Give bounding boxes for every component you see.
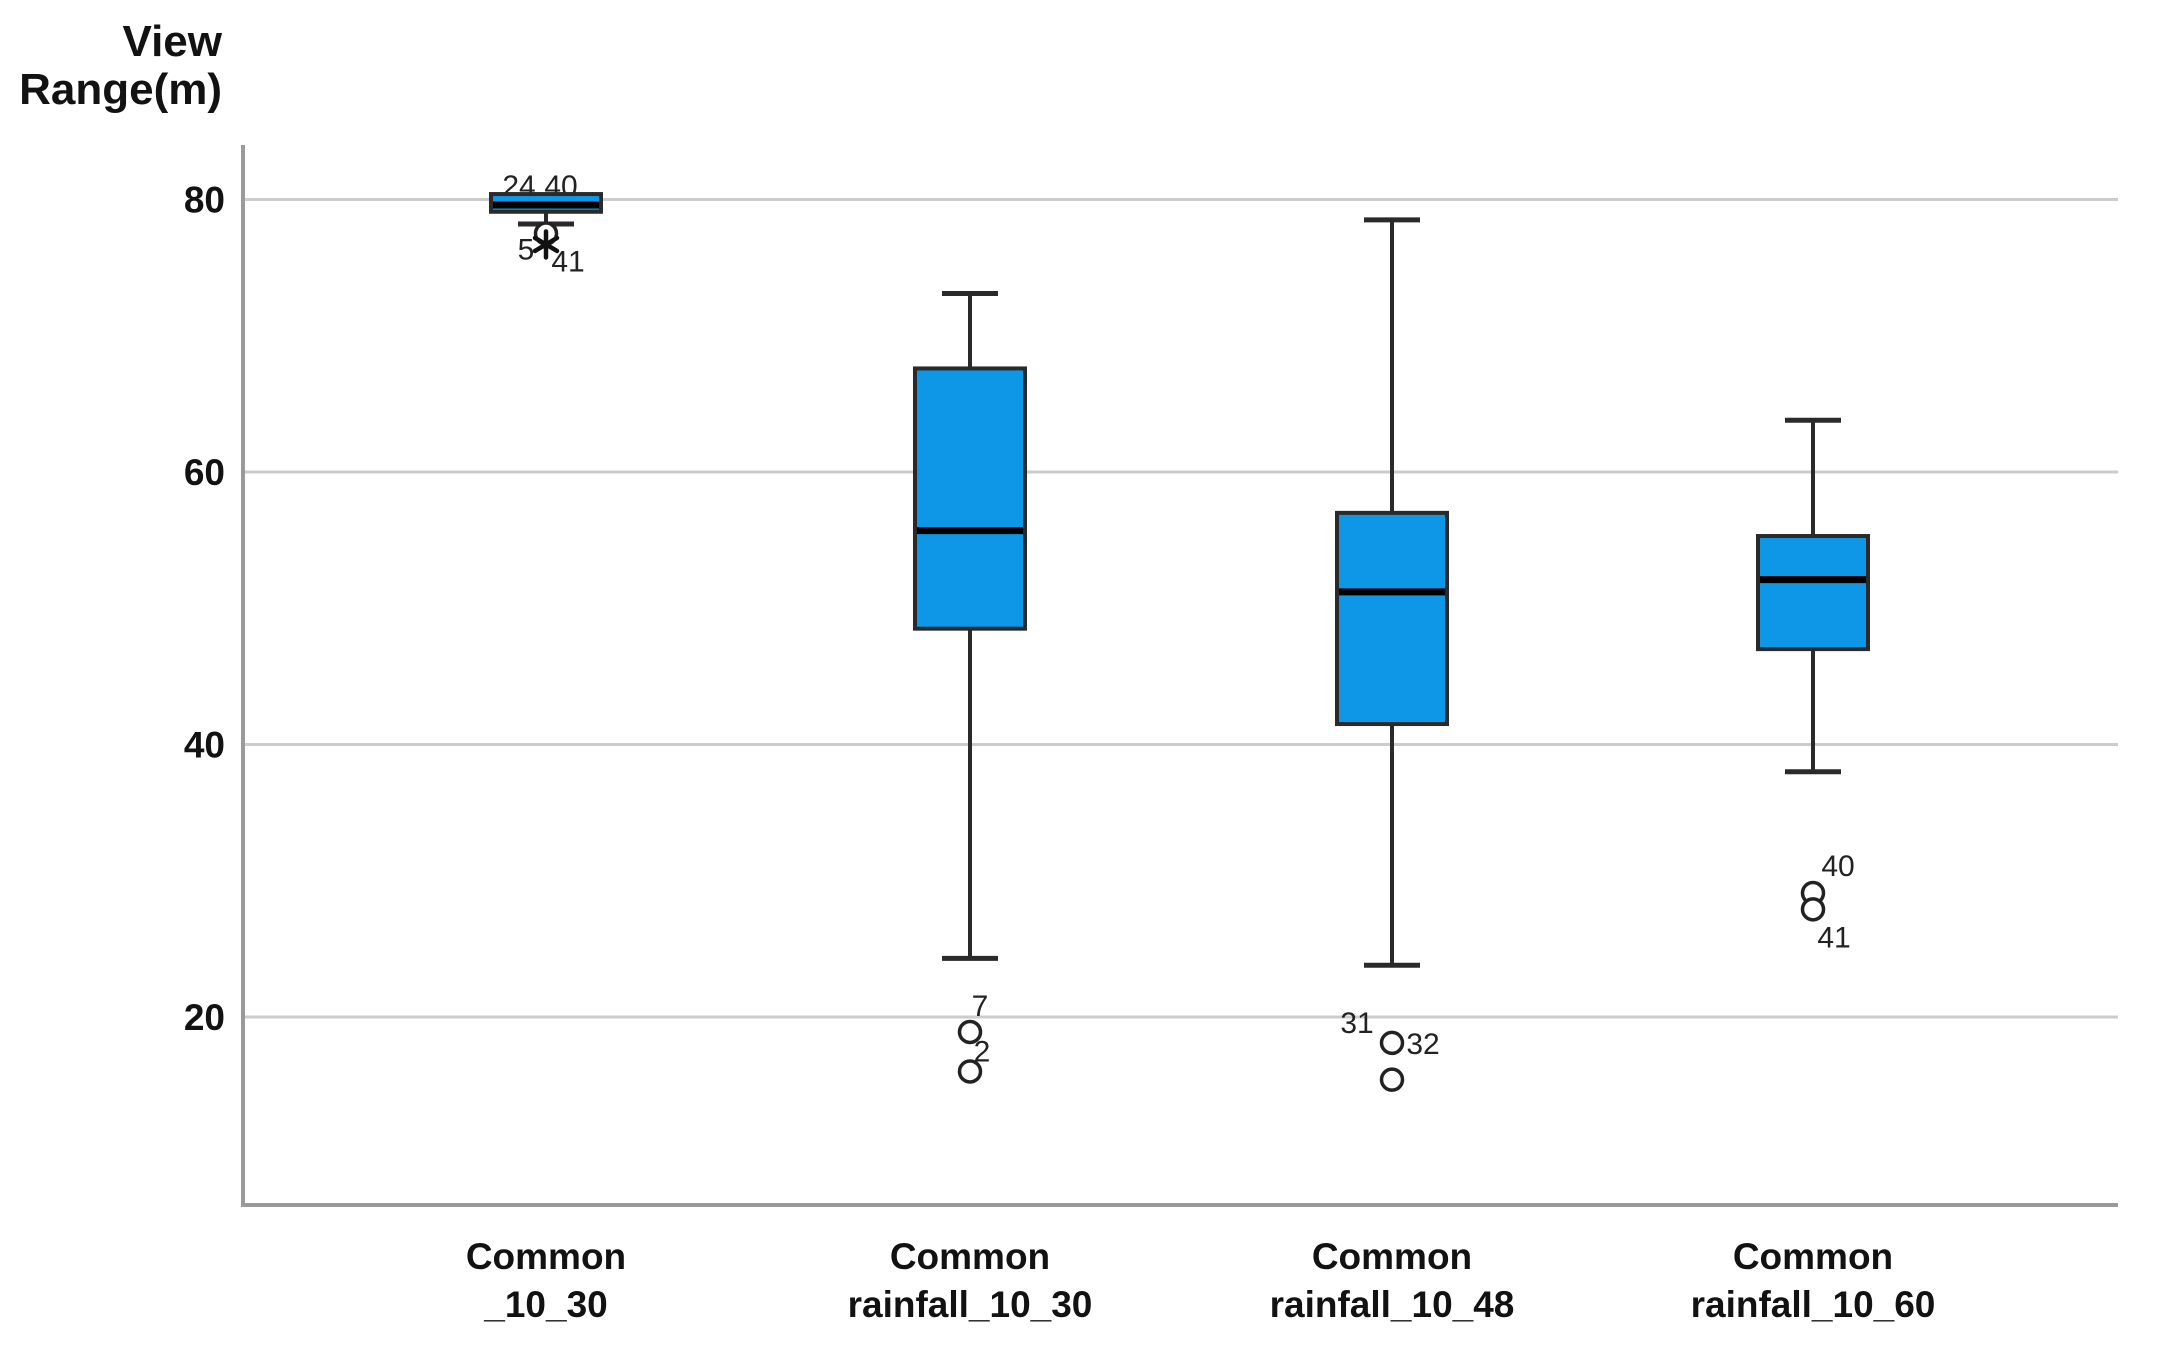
box xyxy=(1335,510,1449,727)
boxplot-group: 72 xyxy=(913,291,1027,1084)
y-tick-label: 60 xyxy=(184,452,225,493)
y-tick-label: 20 xyxy=(184,997,225,1038)
category-label-line1: Common xyxy=(466,1236,626,1277)
category-label-line1: Common xyxy=(890,1236,1050,1277)
category-label-line2: rainfall_10_48 xyxy=(1270,1284,1515,1325)
boxplot-group: 31 32 xyxy=(1335,217,1449,1092)
outlier-circle xyxy=(957,1059,983,1084)
y-tick-label: 80 xyxy=(184,179,225,220)
case-label: 5 xyxy=(518,234,535,267)
asterisk-spoke xyxy=(532,235,560,254)
y-axis-title: View Range(m) xyxy=(0,18,222,114)
case-label: 31 xyxy=(1340,1007,1373,1040)
boxplot-group: 24 405 41 xyxy=(489,170,603,278)
box xyxy=(1756,534,1870,652)
outlier-circle xyxy=(957,1019,983,1045)
outlier-circle xyxy=(1800,897,1826,922)
category-label-line2: rainfall_10_60 xyxy=(1691,1284,1936,1325)
box xyxy=(913,366,1027,631)
case-label: 41 xyxy=(551,245,584,278)
case-label: 40 xyxy=(1821,850,1854,883)
extreme-asterisk xyxy=(532,229,560,260)
category-label-line1: Common xyxy=(1312,1236,1472,1277)
outlier-circle xyxy=(1379,1067,1405,1092)
outlier-circle xyxy=(1379,1030,1405,1056)
case-label: 32 xyxy=(1406,1028,1439,1061)
case-label: 2 xyxy=(974,1035,991,1068)
boxplot-group: 40 41 xyxy=(1756,417,1870,954)
category-label-line2: rainfall_10_30 xyxy=(848,1284,1093,1325)
y-tick-label: 40 xyxy=(184,724,225,765)
category-label-line2: _10_30 xyxy=(483,1284,607,1325)
case-label: 41 xyxy=(1817,921,1850,954)
case-label: 7 xyxy=(972,990,989,1023)
y-axis-title-line1: View xyxy=(122,17,222,66)
category-label-line1: Common xyxy=(1733,1236,1893,1277)
y-axis-title-line2: Range(m) xyxy=(19,65,222,114)
